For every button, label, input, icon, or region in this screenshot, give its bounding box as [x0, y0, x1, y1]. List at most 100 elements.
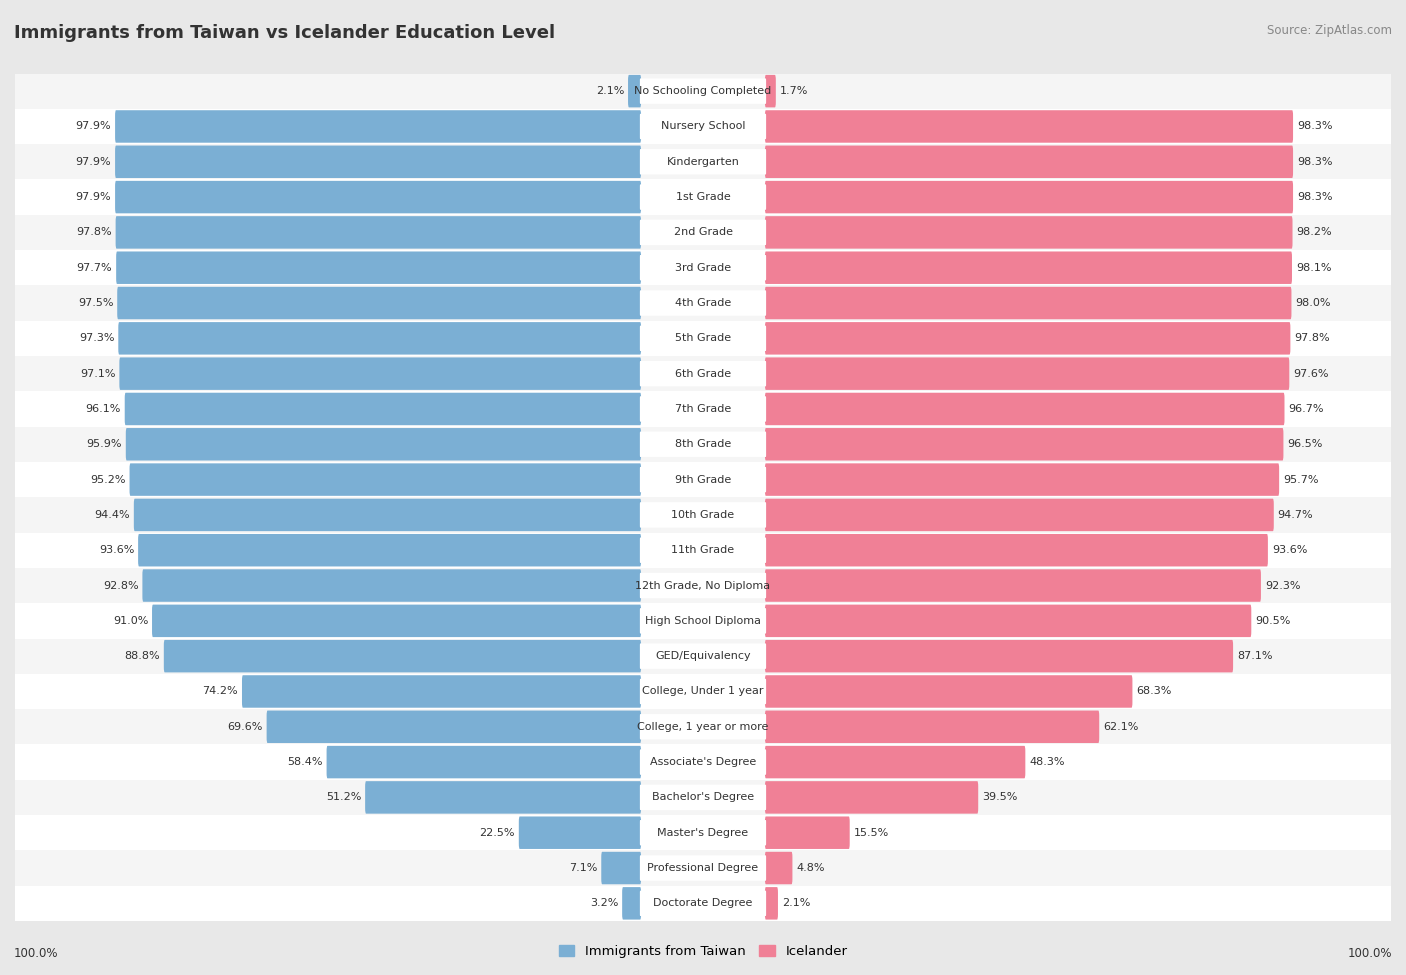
Text: Professional Degree: Professional Degree [647, 863, 759, 873]
FancyBboxPatch shape [117, 252, 641, 284]
Bar [15, 709, 1391, 745]
FancyBboxPatch shape [267, 711, 641, 743]
Text: 51.2%: 51.2% [326, 793, 361, 802]
Text: 98.2%: 98.2% [1296, 227, 1331, 237]
Text: 98.0%: 98.0% [1295, 298, 1331, 308]
Text: 5th Grade: 5th Grade [675, 333, 731, 343]
Text: Master's Degree: Master's Degree [658, 828, 748, 838]
Text: 68.3%: 68.3% [1136, 686, 1171, 696]
Text: 100.0%: 100.0% [1347, 947, 1392, 960]
FancyBboxPatch shape [765, 816, 849, 849]
Text: Kindergarten: Kindergarten [666, 157, 740, 167]
Text: 94.4%: 94.4% [94, 510, 129, 520]
Bar [15, 745, 1391, 780]
Bar [15, 815, 1391, 850]
Text: 7th Grade: 7th Grade [675, 404, 731, 414]
FancyBboxPatch shape [765, 358, 1289, 390]
Text: 97.1%: 97.1% [80, 369, 115, 378]
FancyBboxPatch shape [125, 428, 641, 460]
Text: 95.9%: 95.9% [86, 440, 122, 449]
Text: 62.1%: 62.1% [1104, 722, 1139, 732]
Text: 97.3%: 97.3% [79, 333, 114, 343]
FancyBboxPatch shape [640, 890, 766, 916]
Text: 88.8%: 88.8% [124, 651, 160, 661]
FancyBboxPatch shape [118, 322, 641, 355]
Bar [15, 497, 1391, 532]
Text: 97.8%: 97.8% [1295, 333, 1330, 343]
Text: High School Diploma: High School Diploma [645, 616, 761, 626]
Bar [15, 567, 1391, 604]
FancyBboxPatch shape [519, 816, 641, 849]
Text: 4.8%: 4.8% [796, 863, 825, 873]
Bar [15, 639, 1391, 674]
Text: 96.5%: 96.5% [1288, 440, 1323, 449]
FancyBboxPatch shape [765, 216, 1292, 249]
Text: Immigrants from Taiwan vs Icelander Education Level: Immigrants from Taiwan vs Icelander Educ… [14, 24, 555, 42]
Text: 74.2%: 74.2% [202, 686, 238, 696]
FancyBboxPatch shape [765, 640, 1233, 673]
FancyBboxPatch shape [765, 746, 1025, 778]
FancyBboxPatch shape [640, 361, 766, 386]
Text: College, 1 year or more: College, 1 year or more [637, 722, 769, 732]
FancyBboxPatch shape [115, 145, 641, 178]
Text: College, Under 1 year: College, Under 1 year [643, 686, 763, 696]
FancyBboxPatch shape [602, 852, 641, 884]
FancyBboxPatch shape [366, 781, 641, 814]
FancyBboxPatch shape [640, 855, 766, 880]
FancyBboxPatch shape [115, 180, 641, 214]
Text: 97.6%: 97.6% [1294, 369, 1329, 378]
FancyBboxPatch shape [640, 608, 766, 634]
Text: 8th Grade: 8th Grade [675, 440, 731, 449]
FancyBboxPatch shape [765, 75, 776, 107]
Text: 92.3%: 92.3% [1265, 580, 1301, 591]
Text: Source: ZipAtlas.com: Source: ZipAtlas.com [1267, 24, 1392, 37]
Text: 95.7%: 95.7% [1284, 475, 1319, 485]
Text: Bachelor's Degree: Bachelor's Degree [652, 793, 754, 802]
FancyBboxPatch shape [640, 679, 766, 704]
Text: 92.8%: 92.8% [103, 580, 139, 591]
Text: 69.6%: 69.6% [228, 722, 263, 732]
Text: 10th Grade: 10th Grade [672, 510, 734, 520]
FancyBboxPatch shape [142, 569, 641, 602]
Text: 98.3%: 98.3% [1296, 122, 1333, 132]
FancyBboxPatch shape [640, 467, 766, 492]
FancyBboxPatch shape [115, 110, 641, 142]
Bar [15, 144, 1391, 179]
Legend: Immigrants from Taiwan, Icelander: Immigrants from Taiwan, Icelander [554, 940, 852, 963]
Text: 96.1%: 96.1% [86, 404, 121, 414]
Text: 2nd Grade: 2nd Grade [673, 227, 733, 237]
FancyBboxPatch shape [765, 428, 1284, 460]
Bar [15, 73, 1391, 109]
Text: 3rd Grade: 3rd Grade [675, 262, 731, 273]
FancyBboxPatch shape [640, 396, 766, 421]
Text: 93.6%: 93.6% [98, 545, 134, 555]
FancyBboxPatch shape [138, 534, 641, 566]
Bar [15, 674, 1391, 709]
FancyBboxPatch shape [765, 676, 1132, 708]
FancyBboxPatch shape [765, 781, 979, 814]
Bar [15, 532, 1391, 567]
Bar [15, 250, 1391, 286]
Text: 100.0%: 100.0% [14, 947, 59, 960]
Bar [15, 321, 1391, 356]
FancyBboxPatch shape [765, 252, 1292, 284]
Bar [15, 427, 1391, 462]
FancyBboxPatch shape [242, 676, 641, 708]
FancyBboxPatch shape [640, 537, 766, 563]
FancyBboxPatch shape [640, 184, 766, 210]
Text: Nursery School: Nursery School [661, 122, 745, 132]
Text: 11th Grade: 11th Grade [672, 545, 734, 555]
FancyBboxPatch shape [640, 432, 766, 457]
FancyBboxPatch shape [765, 322, 1291, 355]
FancyBboxPatch shape [640, 714, 766, 739]
FancyBboxPatch shape [765, 534, 1268, 566]
FancyBboxPatch shape [765, 569, 1261, 602]
Text: 98.3%: 98.3% [1296, 192, 1333, 202]
FancyBboxPatch shape [765, 852, 793, 884]
FancyBboxPatch shape [125, 393, 641, 425]
Text: 87.1%: 87.1% [1237, 651, 1272, 661]
Text: 97.9%: 97.9% [76, 122, 111, 132]
Text: No Schooling Completed: No Schooling Completed [634, 86, 772, 97]
FancyBboxPatch shape [765, 887, 778, 919]
Text: 91.0%: 91.0% [112, 616, 148, 626]
